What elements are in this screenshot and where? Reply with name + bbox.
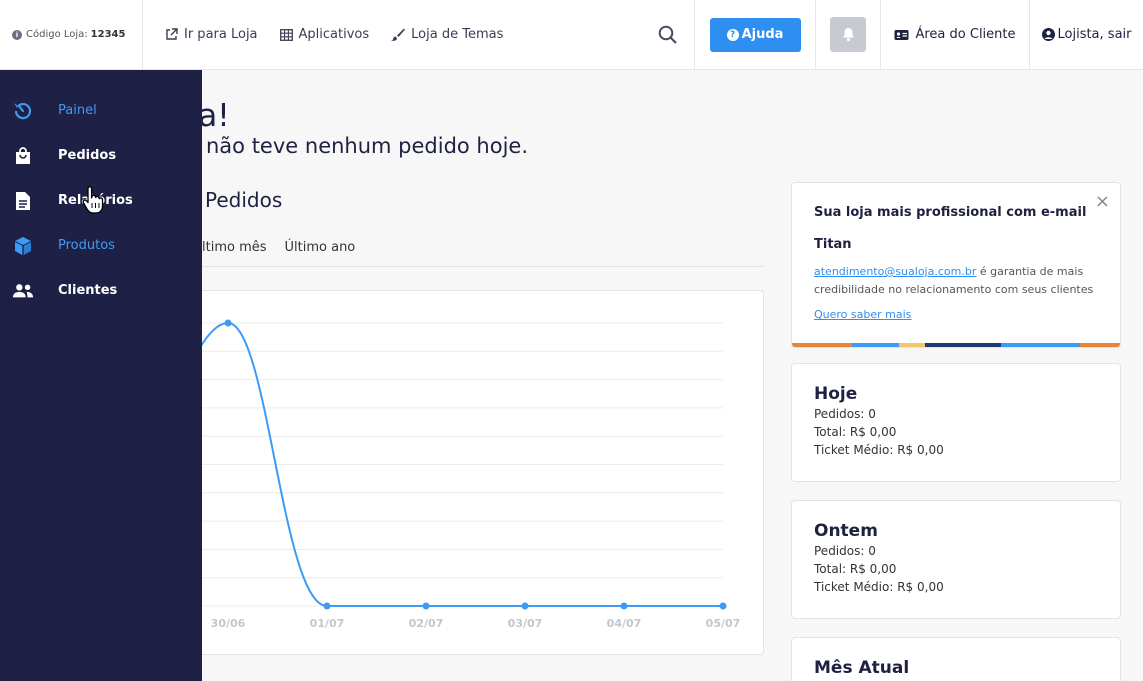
orders-line-chart: 30/06 01/07 02/07 03/07 04/07 05/07 — [161, 319, 741, 630]
chart-x-tick-label: 03/07 — [508, 617, 543, 630]
stat-total: Total: R$ 0,00 — [814, 562, 897, 576]
stat-card-yesterday: Ontem Pedidos: 0 Total: R$ 0,00 Ticket M… — [791, 500, 1121, 619]
hand-cursor-icon — [82, 186, 104, 214]
promo-email-link[interactable]: atendimento@sualoja.com.br — [814, 265, 977, 278]
chart-point[interactable] — [224, 319, 232, 327]
chart-x-tick-label: 05/07 — [706, 617, 741, 630]
sidebar-item-painel[interactable]: Painel — [0, 88, 202, 133]
brush-icon — [391, 28, 406, 41]
store-code-label: Código Loja: — [26, 29, 88, 40]
promo-color-stripe — [792, 343, 1120, 347]
close-icon[interactable]: × — [1094, 191, 1110, 212]
section-title-text: Pedidos — [205, 188, 283, 212]
sidebar-item-produtos[interactable]: Produtos — [0, 223, 202, 268]
tab-last-year[interactable]: Último ano — [284, 240, 356, 255]
grid-icon — [279, 28, 293, 41]
notifications-button[interactable] — [830, 17, 866, 52]
bell-icon — [842, 28, 854, 42]
greeting-subtitle: não teve nenhum pedido hoje. — [140, 134, 528, 158]
stat-title: Ontem — [814, 521, 878, 541]
subgreeting-text: não teve nenhum pedido hoje. — [206, 134, 529, 158]
promo-title: Sua loja mais profissional com e-mail — [814, 205, 1087, 220]
sidebar-item-label: Produtos — [58, 238, 115, 253]
help-button[interactable]: ? Ajuda — [709, 17, 801, 52]
chart-x-tick-label: 04/07 — [607, 617, 642, 630]
sidebar-item-clientes[interactable]: Clientes — [0, 268, 202, 313]
sidebar: Painel Pedidos Relatórios Produtos Clien… — [0, 70, 202, 681]
search-icon — [658, 25, 677, 44]
themes-link[interactable]: Loja de Temas — [391, 27, 503, 42]
go-to-store-label: Ir para Loja — [184, 27, 258, 42]
stat-card-today: Hoje Pedidos: 0 Total: R$ 0,00 Ticket Mé… — [791, 363, 1121, 482]
sidebar-item-label: Clientes — [58, 283, 118, 298]
chart-series-line — [197, 321, 723, 607]
stat-ticket: Ticket Médio: R$ 0,00 — [814, 443, 944, 457]
orders-chart: 30/06 01/07 02/07 03/07 04/07 05/07 — [160, 290, 764, 655]
client-area-label: Área do Cliente — [915, 27, 1016, 42]
tabs-divider — [160, 266, 764, 267]
box-icon — [12, 235, 34, 257]
stat-total: Total: R$ 0,00 — [814, 425, 897, 439]
dashboard-icon — [12, 100, 34, 122]
id-card-icon — [894, 29, 909, 40]
sidebar-item-pedidos[interactable]: Pedidos — [0, 133, 202, 178]
client-area-link[interactable]: Área do Cliente — [881, 0, 1030, 70]
user-label: Lojista, sair — [1057, 27, 1132, 42]
chart-x-tick-label: 30/06 — [211, 617, 246, 630]
user-circle-icon — [1041, 28, 1055, 41]
promo-subtitle: Titan — [814, 237, 852, 252]
store-code: i Código Loja: 12345 — [0, 0, 143, 70]
help-label: Ajuda — [741, 27, 784, 42]
sidebar-item-label: Pedidos — [58, 148, 117, 163]
document-icon — [12, 190, 34, 212]
chart-x-tick-label: 01/07 — [310, 617, 345, 630]
chart-point[interactable] — [620, 602, 628, 610]
chart-point[interactable] — [323, 602, 331, 610]
period-tabs: ltimo mês Último ano — [160, 240, 355, 255]
orders-section-title: Pedidos — [160, 188, 282, 212]
stat-title: Mês Atual — [814, 658, 910, 678]
chart-point[interactable] — [521, 602, 529, 610]
question-icon: ? — [726, 28, 739, 41]
top-bar: i Código Loja: 12345 Ir para Loja Aplica… — [0, 0, 1143, 70]
learn-more-link[interactable]: Quero saber mais — [814, 308, 912, 321]
stat-ticket: Ticket Médio: R$ 0,00 — [814, 580, 944, 594]
promo-body: é garantia de mais credibilidade no rela… — [814, 265, 1094, 296]
users-icon — [12, 280, 34, 302]
info-icon: i — [12, 29, 22, 40]
main-content: sta! não teve nenhum pedido hoje. Pedido… — [0, 70, 1143, 681]
apps-label: Aplicativos — [298, 27, 370, 42]
stat-orders: Pedidos: 0 — [814, 407, 876, 421]
tab-last-month[interactable]: ltimo mês — [202, 240, 267, 255]
store-code-value: 12345 — [90, 29, 126, 40]
go-to-store-link[interactable]: Ir para Loja — [165, 27, 258, 42]
chart-x-tick-label: 02/07 — [409, 617, 444, 630]
external-link-icon — [166, 28, 178, 40]
sidebar-item-label: Painel — [58, 103, 97, 118]
themes-label: Loja de Temas — [411, 27, 504, 42]
stat-orders: Pedidos: 0 — [814, 544, 876, 558]
chart-point[interactable] — [719, 602, 727, 610]
apps-link[interactable]: Aplicativos — [279, 27, 370, 42]
promo-card: Sua loja mais profissional com e-mail × … — [791, 182, 1121, 348]
user-logout-link[interactable]: Lojista, sair — [1030, 0, 1143, 70]
search-button[interactable] — [641, 0, 695, 70]
promo-text: atendimento@sualoja.com.br é garantia de… — [814, 263, 1104, 299]
stat-title: Hoje — [814, 384, 858, 404]
stat-card-current-month: Mês Atual — [791, 637, 1121, 681]
shopping-bag-icon — [12, 145, 34, 167]
chart-point[interactable] — [422, 602, 430, 610]
